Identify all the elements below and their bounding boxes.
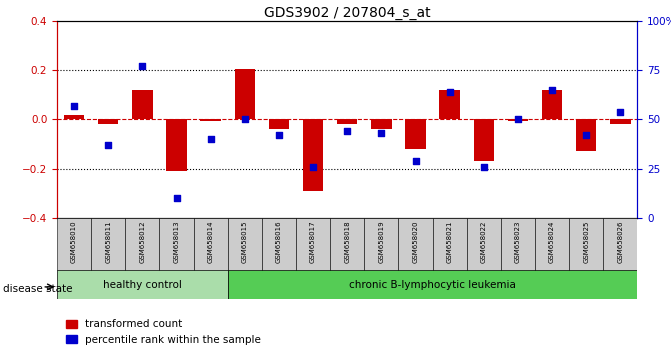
Text: GSM658014: GSM658014 (207, 220, 213, 263)
Bar (364, 218, 399, 271)
Point (274, 132, 285, 138)
Legend: transformed count, percentile rank within the sample: transformed count, percentile rank withi… (62, 315, 265, 349)
Bar (337, 119, 358, 124)
Bar (330, 218, 364, 271)
Bar (98, 119, 119, 124)
Text: GSM658011: GSM658011 (105, 220, 111, 263)
Bar (467, 218, 501, 271)
Text: GSM658018: GSM658018 (344, 220, 350, 263)
Bar (194, 218, 227, 271)
Point (342, 129, 353, 134)
Bar (405, 119, 426, 149)
Point (103, 142, 113, 148)
Bar (160, 218, 194, 271)
Bar (57, 218, 91, 271)
Bar (569, 218, 603, 271)
Text: GSM658012: GSM658012 (140, 220, 146, 263)
Text: GSM658016: GSM658016 (276, 220, 282, 263)
Text: GSM658019: GSM658019 (378, 220, 384, 263)
Point (410, 158, 421, 164)
Bar (399, 218, 433, 271)
Point (240, 116, 250, 122)
Text: GSM658015: GSM658015 (242, 220, 248, 263)
Point (547, 87, 558, 93)
Point (444, 89, 455, 95)
Text: GSM658010: GSM658010 (71, 220, 77, 263)
Point (308, 164, 319, 170)
Text: chronic B-lymphocytic leukemia: chronic B-lymphocytic leukemia (349, 280, 516, 290)
Bar (474, 119, 494, 161)
Bar (227, 270, 637, 299)
Text: GSM658024: GSM658024 (549, 220, 555, 263)
Point (513, 116, 523, 122)
Point (137, 64, 148, 69)
Point (205, 136, 216, 142)
Bar (132, 90, 152, 119)
Text: disease state: disease state (3, 284, 73, 293)
Point (615, 109, 626, 114)
Bar (64, 115, 85, 119)
Text: GSM658023: GSM658023 (515, 220, 521, 263)
Bar (508, 119, 528, 121)
Bar (371, 119, 392, 129)
Point (478, 164, 489, 170)
Point (376, 130, 386, 136)
Bar (576, 119, 597, 152)
Bar (262, 218, 296, 271)
Bar (125, 218, 160, 271)
Bar (303, 119, 323, 191)
Bar (91, 218, 125, 271)
Bar (603, 218, 637, 271)
Bar (268, 119, 289, 129)
Text: GSM658017: GSM658017 (310, 220, 316, 263)
Text: GSM658025: GSM658025 (583, 220, 589, 263)
Text: GSM658020: GSM658020 (413, 220, 419, 263)
Bar (535, 218, 569, 271)
Text: GSM658026: GSM658026 (617, 220, 623, 263)
Bar (57, 270, 227, 299)
Bar (440, 90, 460, 119)
Text: GSM658013: GSM658013 (174, 220, 180, 263)
Bar (235, 69, 255, 119)
Bar (227, 218, 262, 271)
Bar (501, 218, 535, 271)
Bar (542, 90, 562, 119)
Bar (296, 218, 330, 271)
Bar (433, 218, 467, 271)
Point (581, 132, 592, 138)
Bar (610, 119, 631, 124)
Bar (166, 119, 187, 171)
Text: healthy control: healthy control (103, 280, 182, 290)
Point (171, 195, 182, 201)
Bar (201, 119, 221, 121)
Text: GSM658021: GSM658021 (447, 220, 453, 263)
Text: GSM658022: GSM658022 (481, 220, 487, 263)
Title: GDS3902 / 207804_s_at: GDS3902 / 207804_s_at (264, 6, 431, 20)
Point (68, 103, 79, 109)
